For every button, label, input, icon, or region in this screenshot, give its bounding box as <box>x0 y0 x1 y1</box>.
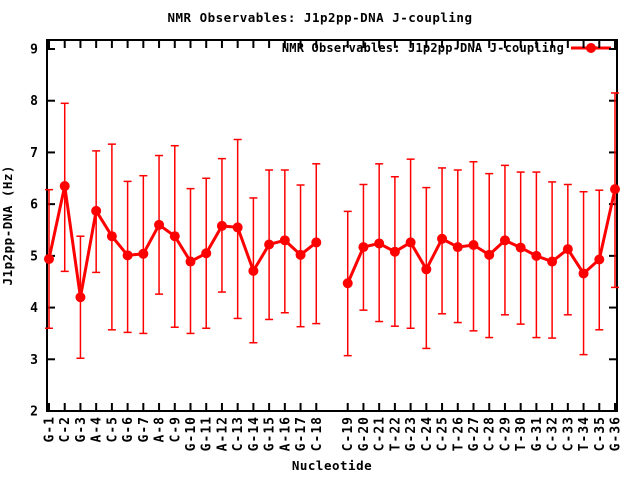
data-point <box>232 222 243 233</box>
x-tick-label: A-4 <box>90 416 105 442</box>
data-point <box>91 205 102 216</box>
x-tick-label: C-25 <box>436 416 451 451</box>
series-line <box>47 185 318 298</box>
x-tick-label: T-22 <box>388 416 403 451</box>
legend-sample-marker <box>586 43 596 53</box>
x-tick-label: A-8 <box>153 416 168 442</box>
x-tick-label: G-3 <box>74 416 89 442</box>
y-tick-label: 7 <box>30 146 38 161</box>
data-point <box>122 250 133 261</box>
x-tick-label: T-26 <box>451 416 466 451</box>
x-tick-label: C-9 <box>168 416 183 442</box>
x-tick-label: G-6 <box>121 416 136 442</box>
data-point <box>389 246 400 257</box>
x-tick-label: A-12 <box>215 416 230 451</box>
data-point <box>421 264 432 275</box>
x-tick-label: G-11 <box>200 416 215 451</box>
data-point <box>342 278 353 289</box>
x-tick-label: G-14 <box>247 416 262 451</box>
data-point <box>437 233 448 244</box>
y-tick-label: 4 <box>30 301 38 316</box>
x-tick-label: C-24 <box>420 416 435 451</box>
data-point <box>547 256 558 267</box>
data-point <box>264 239 275 250</box>
x-tick-label: G-31 <box>530 416 545 451</box>
x-tick-label: G-20 <box>357 416 372 451</box>
data-point <box>44 253 54 264</box>
x-tick-label: C-19 <box>341 416 356 451</box>
x-tick-label: C-5 <box>105 416 120 442</box>
plot-border <box>46 39 618 412</box>
x-tick-label: G-15 <box>263 416 278 451</box>
data-point <box>248 265 259 276</box>
data-point <box>499 235 510 246</box>
data-point <box>154 219 165 230</box>
legend-label: NMR Observables: J1p2pp-DNA J-coupling <box>281 41 564 55</box>
data-point <box>185 256 196 267</box>
x-tick-label: A-16 <box>278 416 293 451</box>
x-tick-label: C-29 <box>498 416 513 451</box>
x-tick-label: T-34 <box>577 416 592 451</box>
x-tick-label: C-35 <box>593 416 608 451</box>
y-tick-label: 5 <box>30 249 38 264</box>
data-point <box>578 268 589 279</box>
x-tick-label: C-2 <box>58 416 73 442</box>
data-point <box>358 242 369 253</box>
y-tick-label: 2 <box>30 405 38 420</box>
x-tick-label: G-17 <box>294 416 309 451</box>
data-point <box>405 237 416 248</box>
x-tick-label: C-13 <box>231 416 246 451</box>
x-tick-label: C-21 <box>373 416 388 451</box>
x-tick-label: G-27 <box>467 416 482 451</box>
y-tick-label: 3 <box>30 353 38 368</box>
x-tick-label: C-33 <box>561 416 576 451</box>
data-point <box>515 242 526 253</box>
data-point <box>468 239 479 250</box>
data-point <box>484 249 495 260</box>
data-point <box>562 244 573 255</box>
x-tick-label: C-32 <box>546 416 561 451</box>
x-tick-label: C-18 <box>310 416 325 451</box>
data-point <box>138 248 149 259</box>
data-point <box>311 237 322 248</box>
y-tick-label: 8 <box>30 94 38 109</box>
data-point <box>610 184 620 195</box>
x-tick-label: C-28 <box>483 416 498 451</box>
x-tick-label: G-10 <box>184 416 199 451</box>
data-point <box>279 235 290 246</box>
data-point <box>201 248 212 259</box>
data-point <box>169 231 180 242</box>
x-tick-label: G-23 <box>404 416 419 451</box>
y-tick-label: 6 <box>30 198 38 213</box>
legend: NMR Observables: J1p2pp-DNA J-coupling <box>0 41 612 55</box>
x-tick-label: G-36 <box>609 416 624 451</box>
data-point <box>75 292 86 303</box>
data-point <box>374 238 385 249</box>
legend-line-sample <box>571 43 611 53</box>
data-point <box>295 249 306 260</box>
x-axis-label: Nucleotide <box>291 458 373 473</box>
x-tick-label: T-30 <box>514 416 529 451</box>
y-tick-label: 9 <box>30 43 38 58</box>
data-point <box>531 250 542 261</box>
data-point <box>59 181 70 192</box>
data-point <box>594 254 605 265</box>
x-tick-label: G-1 <box>43 416 58 442</box>
x-tick-label: G-7 <box>137 416 152 442</box>
data-point <box>452 242 463 253</box>
data-point <box>216 220 227 231</box>
series-line <box>346 188 617 284</box>
data-point <box>106 231 117 242</box>
chart-title: NMR Observables: J1p2pp-DNA J-coupling <box>167 10 473 25</box>
